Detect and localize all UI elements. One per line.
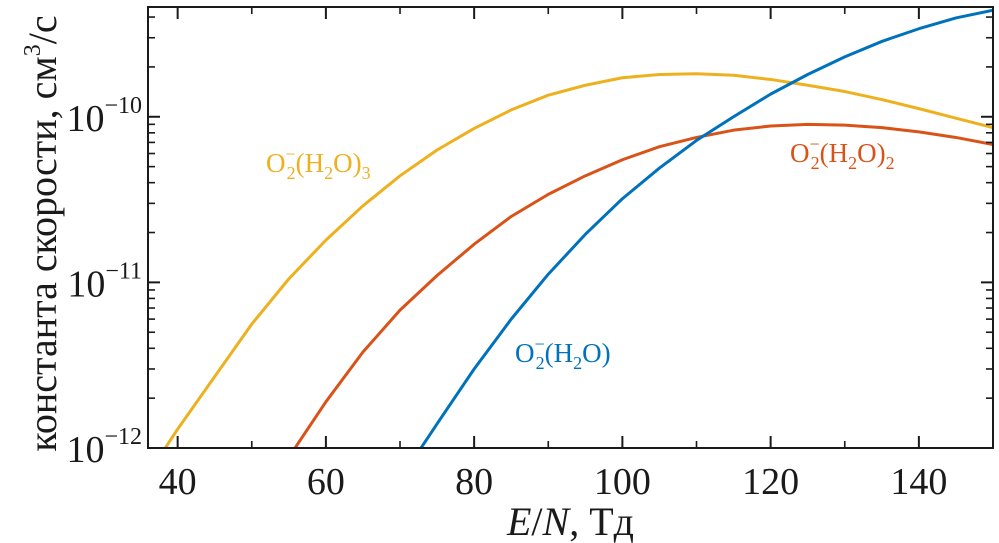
x-axis-title: E/N, Тд bbox=[506, 499, 634, 543]
series-label-1: O− 2(H2O)3 bbox=[266, 144, 371, 183]
series-line-3 bbox=[419, 8, 993, 448]
x-tick-label: 40 bbox=[159, 461, 197, 503]
x-tick-label: 60 bbox=[307, 461, 345, 503]
y-axis-title: константа скорости, см3/с bbox=[20, 15, 65, 451]
series-labels: O− 2(H2O)3 O− 2(H2O)2 O− 2(H2O) bbox=[266, 134, 895, 373]
series-layer bbox=[163, 8, 993, 448]
ticks-layer: 40 60 80 100 120 140 10−12 10−11 10−10 bbox=[66, 7, 994, 503]
series-line-2 bbox=[293, 122, 993, 448]
x-tick-label: 100 bbox=[594, 461, 651, 503]
x-tick-label: 120 bbox=[742, 461, 799, 503]
plot-frame bbox=[147, 6, 994, 449]
series-label-2: O− 2(H2O)2 bbox=[790, 134, 895, 173]
y-tick-label: 10−11 bbox=[67, 258, 142, 305]
y-tick-label: 10−10 bbox=[66, 93, 142, 140]
series-label-3: O− 2(H2O) bbox=[515, 334, 611, 373]
x-tick-label: 80 bbox=[455, 461, 493, 503]
x-tick-label: 140 bbox=[890, 461, 947, 503]
y-tick-label: 10−12 bbox=[66, 424, 142, 471]
series-line-1 bbox=[163, 72, 993, 448]
